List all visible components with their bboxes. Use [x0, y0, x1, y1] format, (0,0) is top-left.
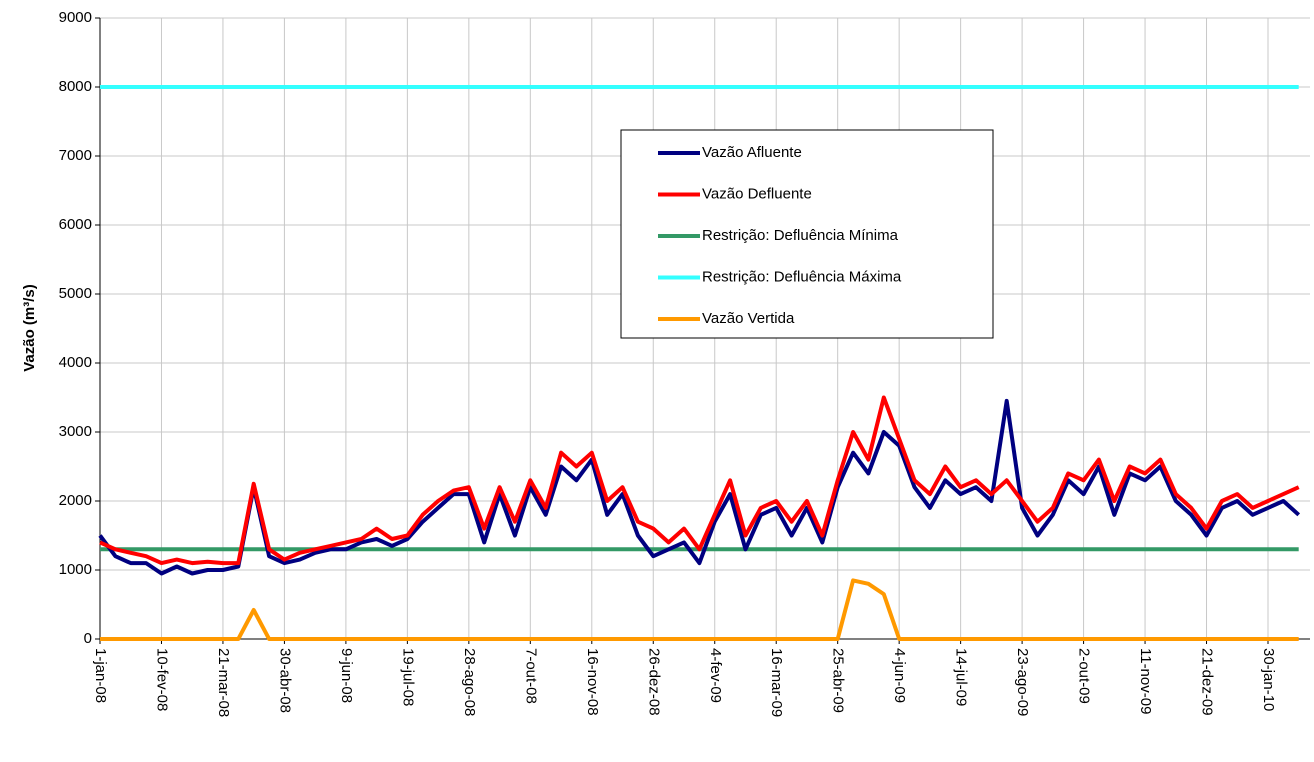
y-tick-label: 3000: [59, 423, 92, 440]
y-axis-title: Vazão (m³/s): [21, 284, 38, 372]
x-tick-label: 11-nov-09: [1137, 648, 1154, 714]
legend-label: Vazão Vertida: [702, 310, 795, 327]
x-tick-label: 28-ago-08: [461, 648, 478, 716]
y-tick-label: 1000: [59, 561, 92, 578]
y-tick-label: 4000: [59, 354, 92, 371]
x-tick-label: 19-jul-08: [399, 648, 416, 706]
legend-label: Vazão Afluente: [702, 144, 802, 161]
series-line: [98, 398, 1301, 576]
x-tick-label: 21-dez-09: [1199, 648, 1216, 716]
y-tick-label: 2000: [59, 492, 92, 509]
x-tick-label: 21-mar-08: [215, 648, 232, 717]
x-tick-label: 30-abr-08: [276, 648, 293, 713]
x-tick-label: 7-out-08: [522, 648, 539, 704]
legend-label: Restrição: Defluência Mínima: [702, 227, 899, 244]
x-tick-label: 4-jun-09: [891, 648, 908, 703]
y-tick-label: 8000: [59, 78, 92, 95]
x-tick-label: 1-jan-08: [92, 648, 109, 703]
x-tick-label: 4-fev-09: [707, 648, 724, 703]
series-line: [100, 578, 1299, 641]
x-tick-label: 16-nov-08: [584, 648, 601, 716]
series-line: [99, 395, 1300, 566]
x-tick-label: 10-fev-08: [154, 648, 171, 711]
x-tick-label: 16-mar-09: [768, 648, 785, 717]
y-tick-label: 6000: [59, 216, 92, 233]
y-tick-label: 9000: [59, 9, 92, 26]
y-tick-label: 5000: [59, 285, 92, 302]
y-tick-label: 0: [84, 630, 92, 647]
x-tick-label: 9-jun-08: [338, 648, 355, 703]
legend-label: Vazão Defluente: [702, 185, 812, 202]
x-tick-label: 30-jan-10: [1260, 648, 1277, 711]
x-tick-label: 26-dez-08: [645, 648, 662, 716]
x-tick-label: 25-abr-09: [830, 648, 847, 713]
y-tick-label: 7000: [59, 147, 92, 164]
x-tick-label: 2-out-09: [1076, 648, 1093, 704]
x-tick-label: 23-ago-09: [1014, 648, 1031, 716]
x-tick-label: 14-jul-09: [953, 648, 970, 706]
legend-label: Restrição: Defluência Máxima: [702, 268, 902, 285]
